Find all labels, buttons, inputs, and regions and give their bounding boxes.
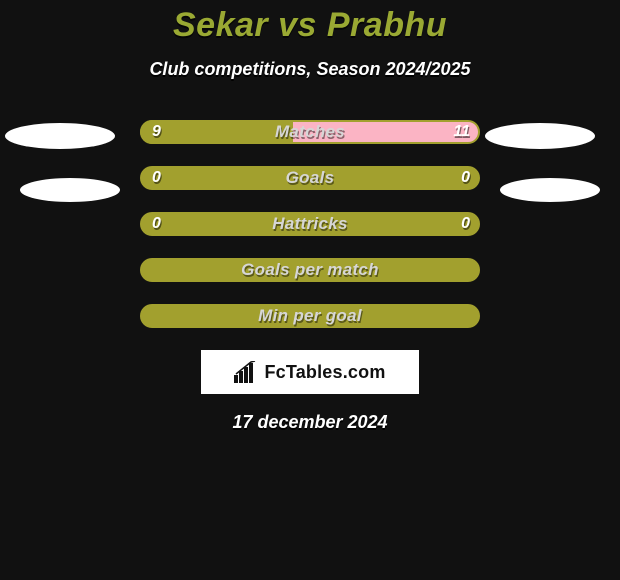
stat-label: Matches — [140, 120, 480, 144]
avatar-bot-left — [20, 178, 120, 202]
stat-row: Matches9 11 — [140, 120, 480, 144]
stat-row: Goals per match — [140, 258, 480, 282]
stat-row: Goals0 0 — [140, 166, 480, 190]
footer-date: 17 december 2024 — [0, 412, 620, 433]
stat-value-left: 0 — [152, 212, 161, 236]
vs-label: vs — [278, 6, 317, 44]
stat-row: Hattricks0 0 — [140, 212, 480, 236]
avatar-top-right — [485, 123, 595, 149]
footer-logo: FcTables.com — [201, 350, 419, 394]
stat-label: Goals per match — [140, 258, 480, 282]
subtitle: Club competitions, Season 2024/2025 — [0, 59, 620, 80]
player1-name: Sekar — [173, 6, 268, 44]
stat-row: Min per goal — [140, 304, 480, 328]
stat-label: Min per goal — [140, 304, 480, 328]
comparison-card: Sekar vs Prabhu Club competitions, Seaso… — [0, 0, 620, 433]
stat-rows: Matches911Goals00Hattricks00Goals per ma… — [0, 120, 620, 328]
stat-value-right: 11 — [453, 120, 470, 144]
avatar-bot-right — [500, 178, 600, 202]
avatar-top-left — [5, 123, 115, 149]
stat-value-left: 0 — [152, 166, 161, 190]
bars-icon — [234, 361, 258, 383]
footer-logo-text: FcTables.com — [264, 362, 385, 383]
stat-label: Goals — [140, 166, 480, 190]
player2-name: Prabhu — [327, 6, 447, 44]
stat-label: Hattricks — [140, 212, 480, 236]
stat-value-left: 9 — [152, 120, 161, 144]
page-title: Sekar vs Prabhu — [0, 6, 620, 45]
stat-value-right: 0 — [461, 212, 470, 236]
stat-value-right: 0 — [461, 166, 470, 190]
